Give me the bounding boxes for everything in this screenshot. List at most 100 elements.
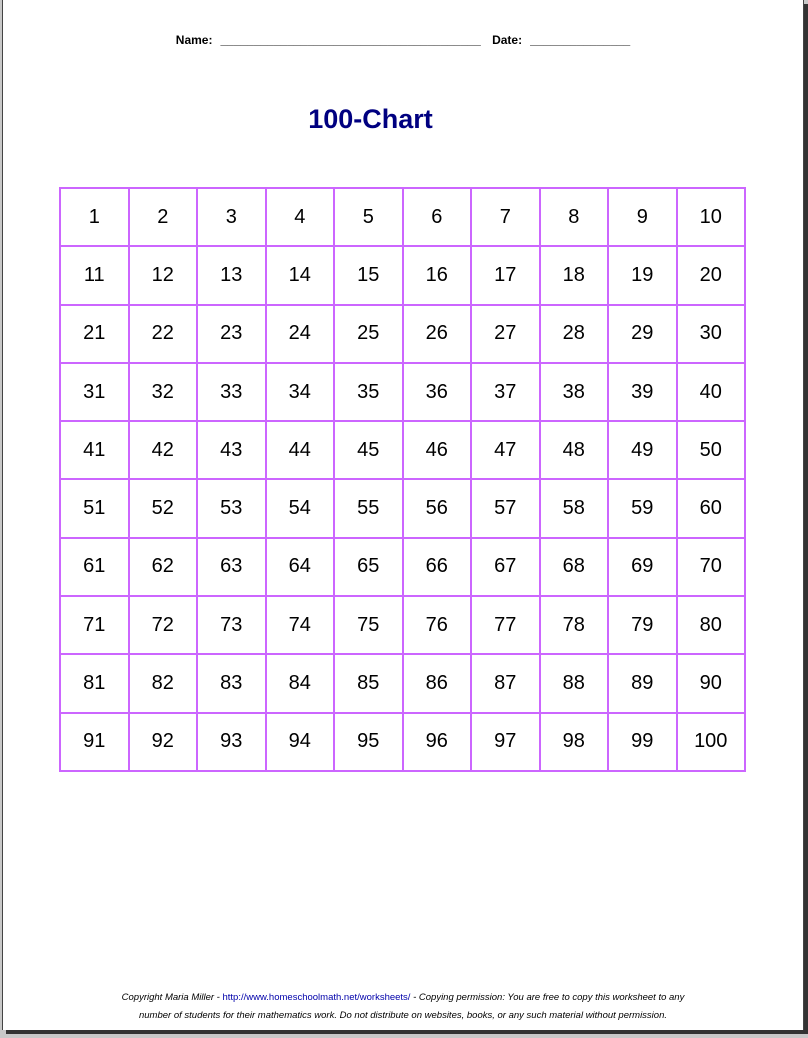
number-cell: 81 [61, 655, 130, 714]
number-cell: 5 [335, 189, 404, 248]
number-cell: 75 [335, 597, 404, 656]
number-cell: 53 [198, 480, 267, 539]
number-cell: 55 [335, 480, 404, 539]
number-cell: 41 [61, 422, 130, 481]
number-cell: 92 [129, 713, 198, 772]
number-cell: 64 [266, 538, 335, 598]
number-cell: 56 [403, 480, 472, 539]
number-cell: 2 [129, 189, 198, 248]
number-cell: 14 [266, 247, 335, 306]
number-cell: 42 [129, 422, 198, 481]
number-cell: 79 [609, 597, 678, 656]
number-cell: 7 [472, 189, 541, 248]
number-cell: 21 [61, 305, 130, 364]
number-cell: 74 [266, 597, 335, 656]
number-cell: 94 [266, 713, 335, 772]
number-cell: 70 [677, 538, 746, 598]
number-cell: 98 [540, 713, 609, 772]
number-cell: 4 [266, 189, 335, 248]
copyright-text: Copyright Maria Miller - [121, 992, 223, 1003]
date-label: Date: [492, 33, 523, 47]
number-cell: 57 [472, 480, 541, 539]
number-cell: 29 [609, 305, 678, 364]
number-cell: 35 [335, 363, 404, 423]
number-cell: 43 [198, 422, 267, 481]
number-cell: 80 [677, 597, 746, 656]
name-label: Name: [175, 33, 213, 47]
number-cell: 87 [472, 655, 541, 714]
number-cell: 86 [403, 655, 472, 714]
number-cell: 93 [198, 713, 267, 772]
permission-text-line2: number of students for their mathematics… [138, 1010, 667, 1021]
number-cell: 6 [403, 189, 472, 248]
number-cell: 16 [403, 247, 472, 306]
number-cell: 54 [266, 480, 335, 539]
number-cell: 50 [677, 422, 746, 481]
number-cell: 12 [129, 247, 198, 306]
number-cell: 61 [61, 538, 130, 598]
number-cell: 10 [677, 189, 746, 248]
number-cell: 66 [403, 538, 472, 598]
number-cell: 32 [129, 363, 198, 423]
number-cell: 19 [609, 247, 678, 306]
number-cell: 40 [677, 363, 746, 423]
number-cell: 97 [472, 713, 541, 772]
number-cell: 49 [609, 422, 678, 481]
number-cell: 23 [198, 305, 267, 364]
number-cell: 88 [540, 655, 609, 714]
number-cell: 65 [335, 538, 404, 598]
number-cell: 25 [335, 305, 404, 364]
number-cell: 95 [335, 713, 404, 772]
number-cell: 46 [403, 422, 472, 481]
number-cell: 85 [335, 655, 404, 714]
number-cell: 68 [540, 538, 609, 598]
number-cell: 63 [198, 538, 267, 598]
number-cell: 36 [403, 363, 472, 423]
number-cell: 33 [198, 363, 267, 423]
name-blank: _______________________________________ [220, 33, 481, 47]
number-cell: 60 [677, 480, 746, 539]
number-cell: 37 [472, 363, 541, 423]
number-cell: 48 [540, 422, 609, 481]
number-cell: 67 [472, 538, 541, 598]
number-cell: 89 [609, 655, 678, 714]
number-cell: 47 [472, 422, 541, 481]
number-cell: 76 [403, 597, 472, 656]
number-cell: 91 [61, 713, 130, 772]
worksheets-link[interactable]: http://www.homeschoolmath.net/worksheets… [222, 992, 411, 1003]
number-cell: 17 [472, 247, 541, 306]
number-cell: 31 [61, 363, 130, 423]
number-cell: 96 [403, 713, 472, 772]
number-cell: 90 [677, 655, 746, 714]
number-cell: 77 [472, 597, 541, 656]
number-cell: 59 [609, 480, 678, 539]
number-cell: 27 [472, 305, 541, 364]
number-cell: 13 [198, 247, 267, 306]
number-cell: 39 [609, 363, 678, 423]
number-cell: 100 [677, 713, 746, 772]
number-cell: 20 [677, 247, 746, 306]
number-cell: 38 [540, 363, 609, 423]
number-cell: 8 [540, 189, 609, 248]
number-cell: 34 [266, 363, 335, 423]
number-cell: 58 [540, 480, 609, 539]
number-cell: 71 [61, 597, 130, 656]
number-cell: 9 [609, 189, 678, 248]
number-cell: 51 [61, 480, 130, 539]
number-cell: 99 [609, 713, 678, 772]
date-blank: _______________ [530, 33, 631, 47]
number-cell: 26 [403, 305, 472, 364]
number-cell: 11 [61, 247, 130, 306]
number-cell: 73 [198, 597, 267, 656]
number-cell: 83 [198, 655, 267, 714]
page-title: 100-Chart [308, 104, 433, 134]
number-cell: 18 [540, 247, 609, 306]
number-cell: 22 [129, 305, 198, 364]
number-cell: 69 [609, 538, 678, 598]
name-date-header: Name: ___________________________________… [3, 33, 803, 47]
number-cell: 62 [129, 538, 198, 598]
number-cell: 82 [129, 655, 198, 714]
number-cell: 72 [129, 597, 198, 656]
number-cell: 44 [266, 422, 335, 481]
number-cell: 1 [61, 189, 130, 248]
